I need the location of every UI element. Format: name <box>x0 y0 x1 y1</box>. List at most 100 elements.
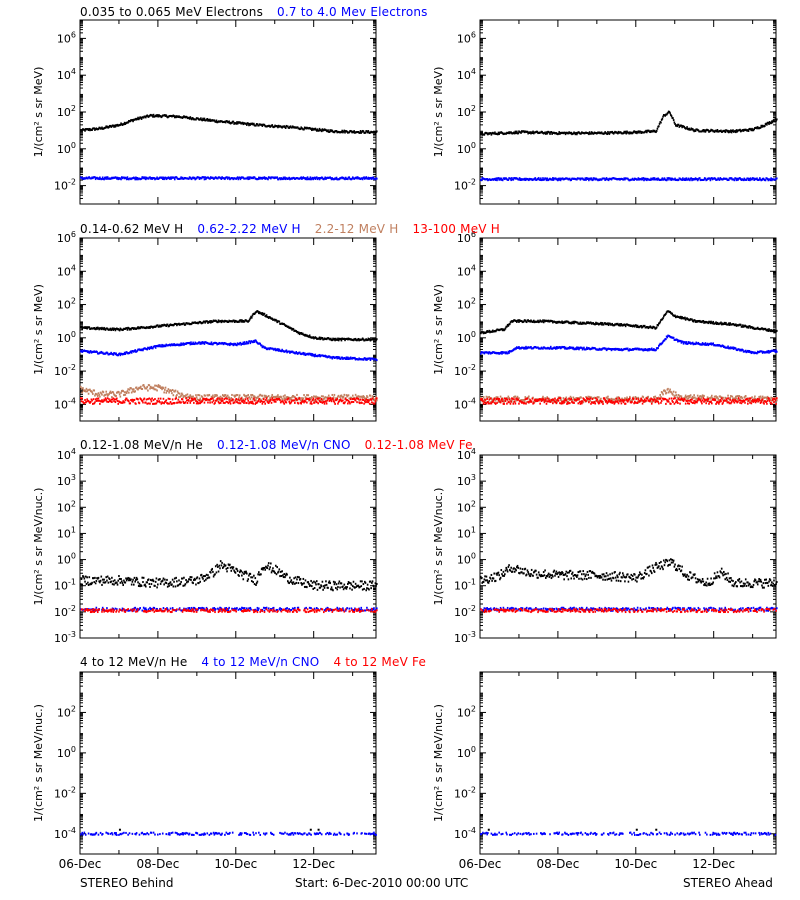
data-point <box>209 321 212 324</box>
data-point <box>753 178 755 181</box>
data-point <box>711 177 713 180</box>
data-point <box>88 176 91 179</box>
data-point <box>349 398 352 401</box>
data-point <box>272 395 275 398</box>
data-point <box>640 178 642 181</box>
data-point <box>321 337 324 340</box>
data-point <box>694 319 696 322</box>
data-point <box>335 130 338 133</box>
data-point <box>347 402 349 405</box>
data-point <box>369 358 372 361</box>
data-point <box>150 400 153 403</box>
data-point <box>230 397 233 400</box>
data-point <box>718 178 721 181</box>
data-point <box>351 400 353 403</box>
data-point <box>182 396 185 399</box>
data-point <box>696 177 698 180</box>
data-point <box>164 176 167 179</box>
data-point <box>280 350 283 353</box>
data-point <box>81 397 84 400</box>
data-point <box>576 347 579 350</box>
data-point <box>526 130 529 133</box>
data-point <box>666 177 669 180</box>
data-point <box>253 122 255 125</box>
data-point <box>247 394 250 397</box>
data-point <box>310 352 312 355</box>
data-point <box>504 327 507 330</box>
data-point <box>331 357 334 360</box>
data-point <box>668 110 671 113</box>
data-point <box>302 397 305 400</box>
data-point <box>299 127 302 130</box>
data-point <box>546 177 549 180</box>
data-point <box>202 397 205 400</box>
data-point <box>742 324 744 327</box>
data-point <box>497 131 500 134</box>
data-point <box>564 131 566 134</box>
data-point <box>318 178 321 181</box>
data-point <box>238 320 240 323</box>
data-point <box>665 179 668 182</box>
data-point <box>118 329 121 332</box>
data-point <box>270 401 273 404</box>
data-point <box>284 176 286 179</box>
data-point <box>250 393 252 396</box>
data-point <box>710 342 712 345</box>
data-point <box>363 396 365 399</box>
data-point <box>313 353 315 356</box>
data-point <box>558 131 561 134</box>
series-black <box>80 113 378 135</box>
data-point <box>95 399 98 402</box>
data-point <box>155 177 158 180</box>
data-point <box>148 384 151 387</box>
data-point <box>767 329 770 332</box>
data-point <box>118 393 121 396</box>
data-point <box>104 397 107 400</box>
data-point <box>181 398 184 401</box>
data-point <box>161 388 163 391</box>
data-point <box>119 123 122 126</box>
data-point <box>684 342 687 345</box>
data-point <box>215 119 218 122</box>
data-point <box>265 347 267 350</box>
data-point <box>243 400 246 403</box>
data-point <box>364 401 367 404</box>
data-point <box>94 176 96 179</box>
data-point <box>362 130 365 133</box>
data-point <box>585 348 587 351</box>
data-point <box>667 111 669 114</box>
data-point <box>670 178 673 181</box>
data-point <box>113 394 116 397</box>
data-point <box>184 401 187 404</box>
data-point <box>578 348 580 351</box>
data-point <box>763 125 766 128</box>
data-point <box>82 387 84 390</box>
data-point <box>136 117 139 120</box>
data-point <box>207 118 210 121</box>
data-point <box>748 350 751 353</box>
data-point <box>569 177 571 180</box>
data-point <box>212 320 214 323</box>
data-point <box>117 178 120 181</box>
data-point <box>570 178 573 181</box>
data-point <box>651 327 654 330</box>
data-point <box>305 177 307 180</box>
data-point <box>149 398 152 401</box>
data-point <box>275 319 278 322</box>
data-point <box>130 391 133 394</box>
data-point <box>152 399 155 402</box>
data-point <box>704 130 707 133</box>
data-point <box>182 400 185 403</box>
data-point <box>376 177 378 180</box>
data-point <box>98 178 100 181</box>
data-point <box>108 126 110 129</box>
data-point <box>220 321 223 324</box>
data-point <box>706 178 708 181</box>
data-point <box>258 397 261 400</box>
data-point <box>157 384 160 387</box>
data-point <box>516 320 518 323</box>
data-point <box>221 394 224 397</box>
data-point <box>173 178 176 181</box>
data-point <box>366 358 368 361</box>
data-point <box>313 355 316 358</box>
